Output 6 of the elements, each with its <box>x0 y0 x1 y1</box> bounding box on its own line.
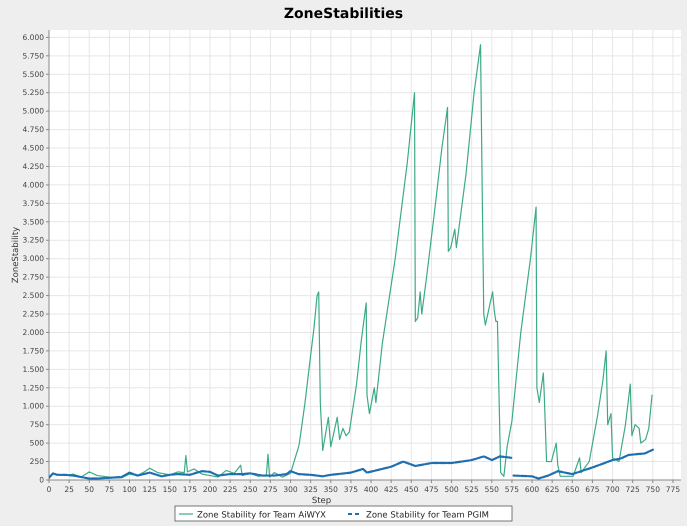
chart-title: ZoneStabilities <box>284 6 404 22</box>
line-series <box>49 44 653 478</box>
y-axis-title: ZoneStability <box>11 226 21 284</box>
legend-label: Zone Stability for Team PGIM <box>366 510 489 520</box>
legend-label: Zone Stability for Team AiWYX <box>197 510 326 520</box>
x-axis-title: Step <box>312 496 332 506</box>
